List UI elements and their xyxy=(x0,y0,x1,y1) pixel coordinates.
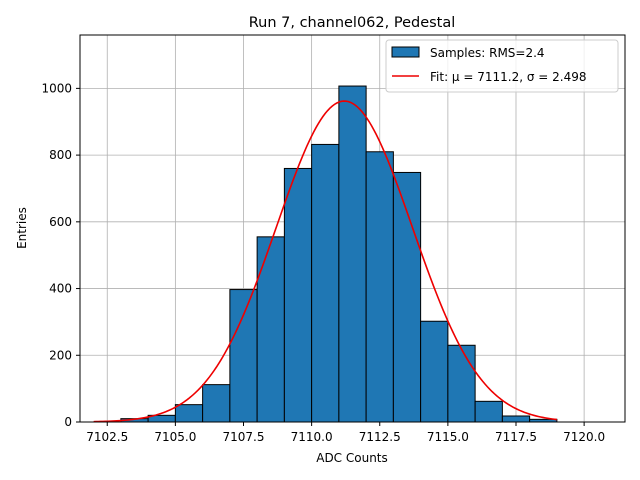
x-tick-label: 7115.0 xyxy=(427,430,469,444)
histogram-bar xyxy=(420,320,449,423)
histogram-bar xyxy=(501,415,531,423)
histogram-bar xyxy=(311,143,340,423)
histogram-bar xyxy=(365,151,394,423)
x-tick-label: 7110.0 xyxy=(291,430,333,444)
histogram-bar xyxy=(174,404,204,423)
chart-title: Run 7, channel062, Pedestal xyxy=(249,15,456,31)
y-tick-label: 200 xyxy=(49,348,72,362)
y-tick-label: 800 xyxy=(49,148,72,162)
x-tick-label: 7117.5 xyxy=(495,430,537,444)
y-tick-label: 600 xyxy=(49,215,72,229)
y-tick-label: 1000 xyxy=(41,81,72,95)
x-tick-label: 7107.5 xyxy=(223,430,265,444)
y-axis-ticks: 0 200 400 600 800 1000 xyxy=(41,81,80,429)
y-tick-label: 400 xyxy=(49,282,72,296)
plot-frame xyxy=(79,34,626,423)
histogram-bar xyxy=(283,167,313,423)
x-tick-label: 7102.5 xyxy=(86,430,128,444)
x-tick-label: 7105.0 xyxy=(154,430,196,444)
histogram-bar xyxy=(229,289,258,423)
x-tick-label: 7120.0 xyxy=(563,430,605,444)
histogram-bar xyxy=(202,384,231,423)
fit-curve xyxy=(93,100,557,423)
y-axis-label: Entries xyxy=(15,207,29,249)
x-axis-label: ADC Counts xyxy=(316,451,388,465)
histogram-bars xyxy=(120,85,558,423)
histogram-bar xyxy=(338,85,367,423)
x-tick-label: 7112.5 xyxy=(359,430,401,444)
histogram-bar xyxy=(447,344,476,423)
legend-fit-label: Fit: μ = 7111.2, σ = 2.498 xyxy=(430,70,587,84)
y-tick-label: 0 xyxy=(64,415,72,429)
legend-samples-swatch xyxy=(391,46,420,58)
legend: Samples: RMS=2.4 Fit: μ = 7111.2, σ = 2.… xyxy=(385,39,619,93)
x-axis-ticks: 7102.5 7105.0 7107.5 7110.0 7112.5 7115.0 7117… xyxy=(86,422,605,444)
histogram-bar xyxy=(474,400,503,423)
histogram-bar xyxy=(256,236,285,423)
legend-box xyxy=(385,39,619,93)
legend-samples-label: Samples: RMS=2.4 xyxy=(430,46,545,60)
